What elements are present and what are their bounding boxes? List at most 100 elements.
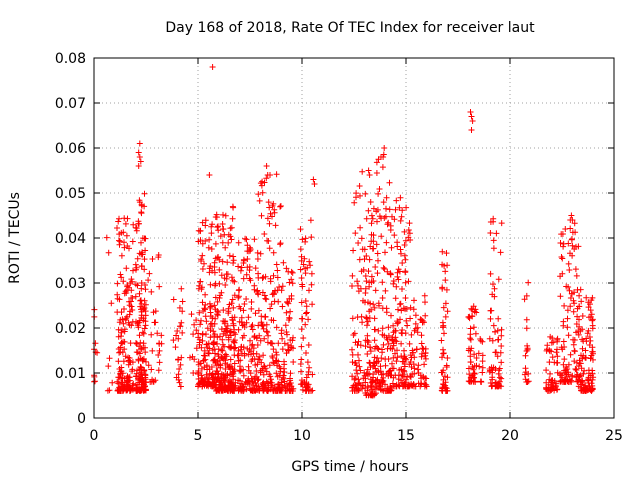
x-tick-label: 15 <box>397 428 415 444</box>
data-point <box>394 320 401 327</box>
data-point <box>212 306 219 313</box>
data-point <box>354 278 361 285</box>
data-point <box>392 350 398 357</box>
data-point <box>497 249 504 256</box>
data-point <box>310 176 317 183</box>
data-point <box>395 266 402 273</box>
data-point <box>493 230 500 237</box>
data-point <box>442 313 449 320</box>
data-point <box>260 387 267 394</box>
data-point <box>395 306 401 313</box>
data-point <box>136 250 143 257</box>
data-point <box>375 327 382 334</box>
data-point <box>229 369 236 376</box>
data-point <box>199 252 206 259</box>
data-point <box>137 375 144 382</box>
data-point <box>349 346 355 353</box>
data-point <box>177 383 184 390</box>
data-point <box>306 364 313 371</box>
data-point <box>178 285 185 292</box>
data-point <box>208 223 215 230</box>
data-point <box>565 332 572 339</box>
data-point <box>263 175 270 182</box>
data-point <box>422 299 428 306</box>
data-point <box>134 386 141 393</box>
data-point <box>398 213 405 220</box>
data-point <box>199 266 206 272</box>
data-point <box>280 259 287 266</box>
data-point <box>227 233 234 240</box>
data-point <box>383 305 390 312</box>
data-point <box>397 246 404 253</box>
data-point <box>134 340 140 347</box>
data-point <box>391 232 398 239</box>
data-point <box>589 316 596 323</box>
data-point <box>273 357 280 364</box>
data-point <box>571 220 578 227</box>
data-point <box>260 371 267 378</box>
data-point <box>227 356 234 363</box>
data-point <box>492 380 499 387</box>
data-point <box>349 384 356 391</box>
data-point <box>494 353 501 360</box>
data-point <box>400 367 407 374</box>
data-point <box>407 359 414 365</box>
data-point <box>252 265 259 272</box>
data-point <box>282 382 289 389</box>
data-point <box>573 243 579 250</box>
data-point <box>443 286 450 293</box>
data-point <box>129 238 136 245</box>
data-point <box>577 372 584 379</box>
data-point <box>472 379 479 385</box>
data-point <box>290 359 297 365</box>
data-point <box>306 287 312 294</box>
data-point <box>380 199 387 206</box>
data-point <box>257 337 264 344</box>
data-point <box>121 244 128 251</box>
data-point <box>129 295 136 301</box>
data-point <box>582 386 588 393</box>
data-point <box>309 301 316 308</box>
data-point <box>547 370 553 377</box>
data-point <box>560 243 567 250</box>
data-point <box>140 306 147 313</box>
data-point <box>554 353 561 360</box>
data-point <box>197 237 204 244</box>
data-point <box>143 358 149 365</box>
data-point <box>497 349 504 356</box>
data-point <box>217 361 224 368</box>
data-point <box>223 325 230 332</box>
data-point <box>373 241 380 248</box>
data-point <box>207 309 214 316</box>
data-point <box>364 322 370 329</box>
data-point <box>471 351 478 358</box>
data-point <box>377 363 384 370</box>
data-point <box>387 270 394 277</box>
data-point <box>200 308 207 314</box>
data-point <box>407 374 414 381</box>
data-point <box>379 164 386 171</box>
data-point <box>418 340 425 347</box>
data-point <box>208 246 215 252</box>
data-point <box>283 329 290 335</box>
data-point <box>351 376 358 383</box>
data-point <box>286 388 293 394</box>
data-point <box>380 264 387 271</box>
data-point <box>585 377 592 384</box>
data-point <box>128 276 135 283</box>
data-point <box>443 364 450 370</box>
data-point <box>568 377 574 384</box>
data-point <box>398 353 405 360</box>
data-point <box>220 387 227 394</box>
data-point <box>559 374 566 381</box>
data-point <box>440 324 447 330</box>
data-point <box>187 354 193 361</box>
chart-title: Day 168 of 2018, Rate Of TEC Index for r… <box>165 20 535 36</box>
data-point <box>207 303 214 310</box>
data-point <box>170 296 177 303</box>
data-point <box>238 319 245 326</box>
data-point <box>201 305 208 312</box>
data-point <box>491 285 498 292</box>
data-point <box>138 312 145 319</box>
data-point <box>562 226 569 232</box>
